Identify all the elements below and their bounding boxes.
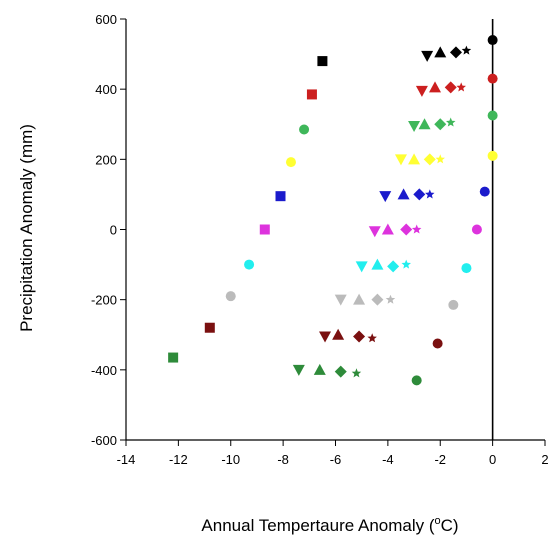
data-point-diamond — [400, 223, 413, 236]
data-point-circle — [471, 224, 482, 235]
data-point-circle — [432, 338, 443, 349]
x-tick-label: -6 — [330, 452, 342, 467]
data-point-tri-down — [408, 121, 421, 133]
x-tick-label: -12 — [169, 452, 188, 467]
x-axis-title: Annual Tempertaure Anomaly (oC) — [201, 515, 458, 535]
y-tick-label: -200 — [91, 293, 117, 308]
data-point-tri-down — [379, 191, 392, 203]
y-tick-labels: -600 -400 -200 0 200 400 600 — [91, 12, 126, 448]
data-point-tri-down — [421, 50, 434, 62]
y-tick-label: 400 — [95, 82, 117, 97]
x-tick-label: 2 — [541, 452, 548, 467]
data-point-square — [275, 191, 286, 202]
data-point-circle — [487, 35, 498, 46]
data-point-star — [446, 117, 456, 127]
data-point-tri-up — [429, 81, 442, 93]
data-point-tri-up — [418, 118, 431, 130]
data-point-tri-up — [371, 258, 384, 270]
data-point-square — [168, 352, 179, 363]
y-tick-label: -400 — [91, 363, 117, 378]
x-tick-label: -14 — [117, 452, 136, 467]
data-point-diamond — [334, 365, 347, 378]
data-point-tri-up — [313, 363, 326, 375]
x-tick-label: -2 — [434, 452, 446, 467]
y-tick-label: -600 — [91, 433, 117, 448]
data-point-diamond — [434, 118, 447, 131]
data-point-tri-down — [319, 331, 332, 343]
data-point-star — [425, 189, 435, 199]
data-point-star — [367, 333, 377, 343]
data-points — [168, 35, 498, 386]
data-point-circle — [411, 375, 422, 386]
data-point-circle — [487, 150, 498, 161]
data-point-tri-down — [334, 294, 347, 306]
data-point-diamond — [387, 260, 400, 273]
x-tick-label: -4 — [382, 452, 394, 467]
data-point-diamond — [423, 153, 436, 166]
data-point-diamond — [449, 46, 462, 59]
data-point-tri-down — [394, 154, 407, 166]
x-tick-label: 0 — [489, 452, 496, 467]
data-point-diamond — [353, 330, 366, 343]
data-point-circle — [479, 186, 490, 197]
data-point-circle — [225, 291, 236, 302]
axes — [125, 19, 545, 441]
data-point-diamond — [413, 188, 426, 201]
data-point-tri-up — [353, 293, 366, 305]
y-tick-label: 600 — [95, 12, 117, 27]
x-tick-label: -10 — [221, 452, 240, 467]
data-point-circle — [487, 73, 498, 84]
data-point-square — [306, 89, 317, 100]
data-point-tri-down — [355, 261, 368, 273]
data-point-tri-down — [415, 85, 428, 97]
data-point-tri-up — [397, 188, 410, 200]
y-tick-label: 0 — [110, 223, 117, 238]
data-point-diamond — [371, 293, 384, 306]
data-point-diamond — [444, 81, 457, 94]
x-tick-label: -8 — [277, 452, 289, 467]
data-point-star — [411, 224, 422, 234]
data-point-star — [435, 154, 445, 164]
data-point-tri-up — [434, 46, 447, 58]
data-point-tri-down — [292, 364, 305, 376]
data-point-circle — [487, 110, 498, 121]
data-point-circle — [285, 157, 296, 168]
data-point-star — [461, 45, 472, 55]
x-axis-title-main: Annual Tempertaure Anomaly ( — [201, 516, 434, 535]
data-point-tri-up — [408, 153, 421, 165]
data-point-tri-down — [368, 226, 381, 238]
data-point-square — [259, 224, 270, 235]
data-point-square — [204, 322, 215, 333]
data-point-circle — [461, 263, 472, 274]
data-point-star — [456, 82, 466, 92]
x-tick-labels: -14 -12 -10 -8 -6 -4 -2 0 2 — [117, 440, 549, 467]
data-point-square — [317, 56, 328, 67]
data-point-tri-up — [381, 223, 394, 235]
y-tick-label: 200 — [95, 152, 117, 167]
data-point-star — [385, 294, 396, 304]
y-axis-title: Precipitation Anomaly (mm) — [17, 124, 36, 332]
data-point-star — [351, 368, 362, 378]
x-axis-title-end: C) — [441, 516, 459, 535]
x-axis-title-superscript: o — [435, 515, 441, 527]
data-point-star — [401, 259, 411, 269]
data-point-tri-up — [332, 328, 345, 340]
data-point-circle — [244, 259, 255, 270]
data-point-circle — [448, 299, 459, 310]
data-point-circle — [299, 124, 310, 135]
